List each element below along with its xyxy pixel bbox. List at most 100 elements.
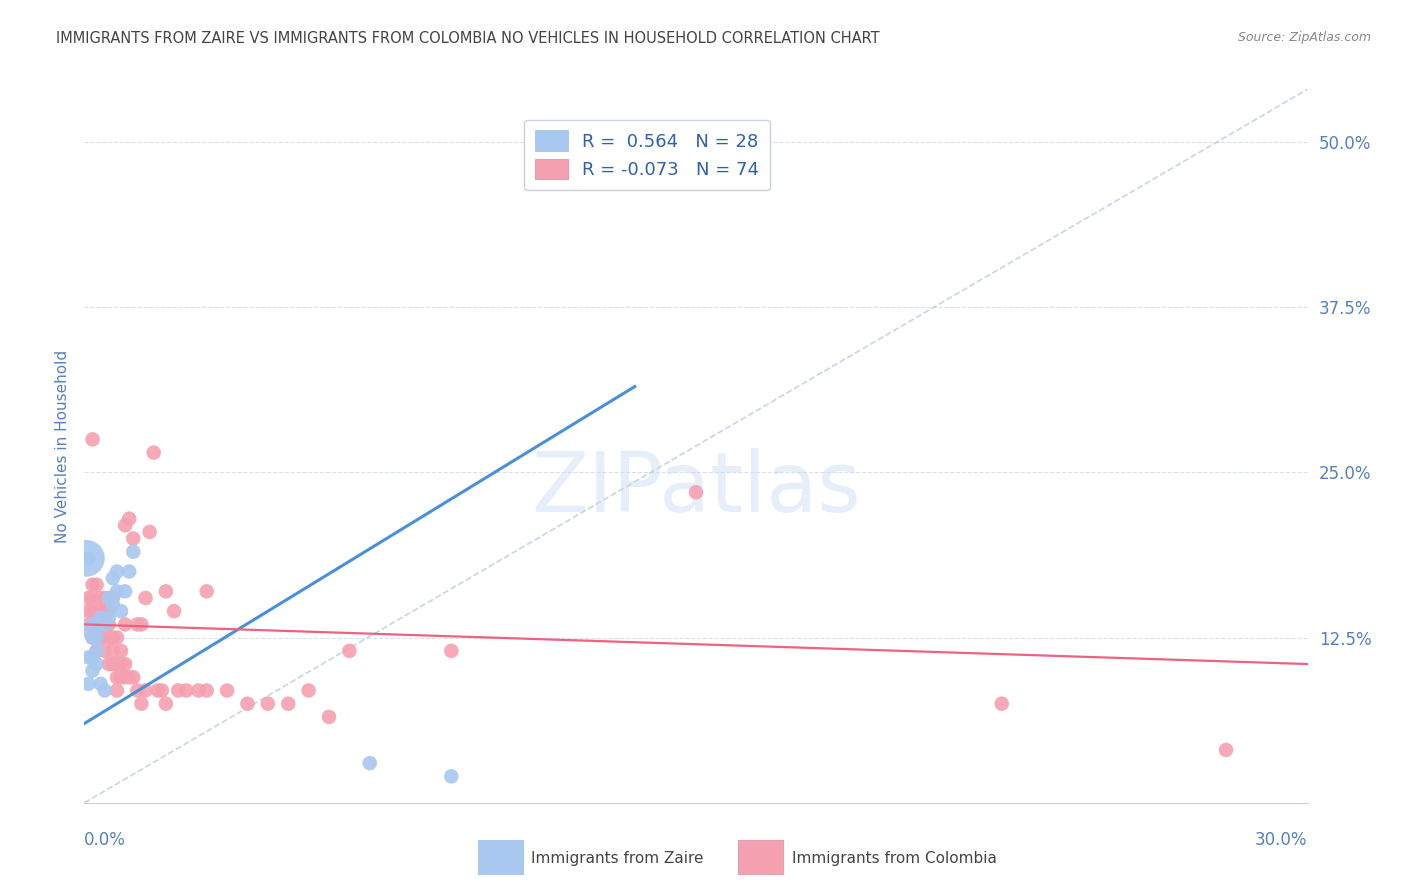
Point	[82, 631, 104, 645]
Point	[142, 445, 165, 459]
Point	[86, 644, 108, 658]
Text: 0.0%: 0.0%	[84, 831, 127, 849]
Point	[86, 631, 108, 645]
Point	[82, 617, 104, 632]
Point	[101, 571, 124, 585]
Point	[110, 604, 132, 618]
Point	[77, 604, 100, 618]
Point	[114, 617, 136, 632]
Point	[122, 532, 145, 546]
Point	[195, 584, 218, 599]
Point	[86, 604, 108, 618]
Point	[131, 697, 153, 711]
Point	[82, 664, 104, 678]
Point	[135, 683, 157, 698]
Text: 30.0%: 30.0%	[1256, 831, 1308, 849]
Point	[135, 591, 157, 605]
Text: IMMIGRANTS FROM ZAIRE VS IMMIGRANTS FROM COLOMBIA NO VEHICLES IN HOUSEHOLD CORRE: IMMIGRANTS FROM ZAIRE VS IMMIGRANTS FROM…	[56, 31, 880, 46]
Point	[174, 683, 197, 698]
Point	[127, 617, 149, 632]
Point	[131, 617, 153, 632]
Point	[82, 604, 104, 618]
Point	[97, 591, 120, 605]
Point	[77, 624, 100, 638]
Point	[155, 584, 177, 599]
Y-axis label: No Vehicles in Household: No Vehicles in Household	[55, 350, 70, 542]
Point	[90, 631, 112, 645]
Point	[105, 670, 128, 684]
Point	[105, 631, 128, 645]
Point	[114, 518, 136, 533]
Point	[217, 683, 239, 698]
Point	[77, 617, 100, 632]
Point	[101, 657, 124, 671]
Text: Source: ZipAtlas.com: Source: ZipAtlas.com	[1237, 31, 1371, 45]
Point	[82, 650, 104, 665]
Point	[127, 683, 149, 698]
Point	[77, 650, 100, 665]
Point	[277, 697, 299, 711]
Point	[86, 617, 108, 632]
Point	[359, 756, 381, 771]
Point	[257, 697, 280, 711]
Point	[93, 644, 115, 658]
Point	[1215, 743, 1237, 757]
Point	[110, 644, 132, 658]
Point	[90, 617, 112, 632]
Point	[77, 591, 100, 605]
Point	[298, 683, 321, 698]
Point	[75, 551, 97, 566]
Point	[97, 611, 120, 625]
Point	[82, 578, 104, 592]
Point	[440, 769, 463, 783]
Point	[97, 631, 120, 645]
Point	[93, 604, 115, 618]
Point	[195, 683, 218, 698]
Point	[101, 598, 124, 612]
Point	[105, 584, 128, 599]
Point	[105, 565, 128, 579]
Point	[93, 617, 115, 632]
Point	[97, 657, 120, 671]
Point	[114, 670, 136, 684]
Point	[146, 683, 169, 698]
Point	[82, 433, 104, 447]
Point	[90, 611, 112, 625]
Point	[114, 584, 136, 599]
Point	[82, 591, 104, 605]
Point	[86, 631, 108, 645]
Point	[77, 551, 100, 566]
Point	[118, 511, 141, 525]
Point	[114, 657, 136, 671]
Legend: R =  0.564   N = 28, R = -0.073   N = 74: R = 0.564 N = 28, R = -0.073 N = 74	[524, 120, 770, 190]
Point	[187, 683, 209, 698]
Point	[101, 591, 124, 605]
Point	[138, 524, 160, 539]
Point	[101, 644, 124, 658]
Point	[163, 604, 186, 618]
Point	[77, 677, 100, 691]
Text: Immigrants from Colombia: Immigrants from Colombia	[792, 851, 997, 865]
Point	[155, 697, 177, 711]
Point	[93, 591, 115, 605]
Point	[685, 485, 707, 500]
Point	[122, 670, 145, 684]
Text: ZIPatlas: ZIPatlas	[531, 449, 860, 529]
Point	[90, 591, 112, 605]
Point	[90, 677, 112, 691]
Point	[118, 565, 141, 579]
Point	[101, 631, 124, 645]
Point	[97, 604, 120, 618]
Text: Immigrants from Zaire: Immigrants from Zaire	[531, 851, 704, 865]
Point	[236, 697, 259, 711]
Point	[82, 617, 104, 632]
Point	[167, 683, 190, 698]
Point	[440, 644, 463, 658]
Point	[105, 683, 128, 698]
Point	[150, 683, 173, 698]
Point	[86, 578, 108, 592]
Point	[105, 657, 128, 671]
Point	[318, 710, 340, 724]
Point	[110, 670, 132, 684]
Point	[90, 604, 112, 618]
